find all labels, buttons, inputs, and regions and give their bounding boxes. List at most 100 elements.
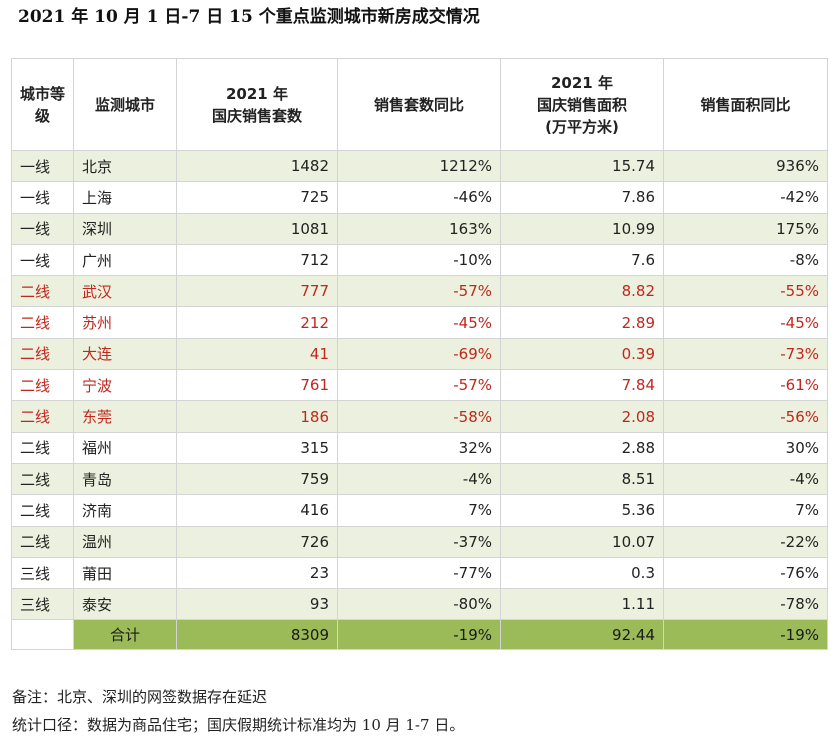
cell-area: 10.99 bbox=[500, 212, 664, 245]
cell-area-yoy: 175% bbox=[663, 212, 828, 245]
cell-tier: 二线 bbox=[11, 462, 74, 496]
cell-city: 上海 bbox=[73, 181, 177, 214]
table-row: 一线 上海 725 -46% 7.86 -42% bbox=[11, 181, 828, 214]
cell-area-yoy: 30% bbox=[663, 431, 828, 464]
cell-units-yoy: 163% bbox=[337, 212, 501, 245]
table-row: 二线 济南 416 7% 5.36 7% bbox=[11, 494, 828, 527]
cell-city: 广州 bbox=[73, 243, 177, 277]
cell-area: 0.3 bbox=[500, 556, 664, 590]
cell-tier: 二线 bbox=[11, 400, 74, 433]
cell-area: 15.74 bbox=[500, 149, 664, 183]
cell-units: 1081 bbox=[176, 212, 338, 245]
cell-city: 温州 bbox=[73, 525, 177, 558]
cell-area: 7.84 bbox=[500, 369, 664, 402]
cell-area-yoy: -45% bbox=[663, 306, 828, 339]
note-delay: 备注：北京、深圳的网签数据存在延迟 bbox=[12, 688, 268, 706]
cell-area: 8.51 bbox=[500, 462, 664, 496]
cell-city: 东莞 bbox=[73, 400, 177, 433]
cell-city: 大连 bbox=[73, 337, 177, 371]
sales-table: 城市等级 监测城市 2021 年 国庆销售套数 销售套数同比 2021 年 国庆… bbox=[11, 58, 828, 651]
cell-units: 761 bbox=[176, 369, 338, 402]
cell-city: 青岛 bbox=[73, 462, 177, 496]
table-row: 二线 福州 315 32% 2.88 30% bbox=[11, 431, 828, 464]
header-units-line1: 2021 年 bbox=[226, 84, 288, 103]
cell-area-yoy: -56% bbox=[663, 400, 828, 433]
table-row: 二线 苏州 212 -45% 2.89 -45% bbox=[11, 306, 828, 339]
cell-units: 41 bbox=[176, 337, 338, 371]
header-area-line1: 2021 年 bbox=[551, 73, 613, 92]
notes: 备注：北京、深圳的网签数据存在延迟 统计口径：数据为商品住宅；国庆假期统计标准均… bbox=[12, 683, 464, 739]
cell-units: 416 bbox=[176, 494, 338, 527]
cell-area: 7.86 bbox=[500, 181, 664, 214]
table-row: 三线 莆田 23 -77% 0.3 -76% bbox=[11, 556, 828, 590]
header-area-yoy: 销售面积同比 bbox=[663, 58, 828, 151]
cell-units-yoy: -69% bbox=[337, 337, 501, 371]
cell-area-yoy: -8% bbox=[663, 243, 828, 277]
table-row: 三线 泰安 93 -80% 1.11 -78% bbox=[11, 588, 828, 621]
cell-units: 1482 bbox=[176, 149, 338, 183]
header-area: 2021 年 国庆销售面积 (万平方米) bbox=[500, 58, 664, 151]
cell-area: 8.82 bbox=[500, 275, 664, 308]
table-row: 二线 武汉 777 -57% 8.82 -55% bbox=[11, 275, 828, 308]
cell-area-yoy: -78% bbox=[663, 588, 828, 621]
cell-units-yoy: -45% bbox=[337, 306, 501, 339]
cell-area: 2.89 bbox=[500, 306, 664, 339]
cell-units-yoy: 7% bbox=[337, 494, 501, 527]
cell-area-yoy: -55% bbox=[663, 275, 828, 308]
cell-tier: 二线 bbox=[11, 431, 74, 464]
cell-area: 1.11 bbox=[500, 588, 664, 621]
cell-city: 济南 bbox=[73, 494, 177, 527]
cell-city: 深圳 bbox=[73, 212, 177, 245]
header-units-yoy: 销售套数同比 bbox=[337, 58, 501, 151]
header-units-line2: 国庆销售套数 bbox=[211, 106, 302, 125]
cell-area-yoy: -4% bbox=[663, 462, 828, 496]
cell-city: 福州 bbox=[73, 431, 177, 464]
total-area-yoy: -19% bbox=[663, 619, 828, 651]
cell-units: 212 bbox=[176, 306, 338, 339]
header-city: 监测城市 bbox=[73, 58, 177, 151]
cell-tier: 一线 bbox=[11, 181, 74, 214]
cell-area-yoy: 936% bbox=[663, 149, 828, 183]
cell-units-yoy: -57% bbox=[337, 275, 501, 308]
cell-city: 泰安 bbox=[73, 588, 177, 621]
cell-tier: 二线 bbox=[11, 275, 74, 308]
total-blank-cell bbox=[11, 619, 74, 651]
cell-area: 5.36 bbox=[500, 494, 664, 527]
total-units: 8309 bbox=[176, 619, 338, 651]
cell-area-yoy: -73% bbox=[663, 337, 828, 371]
header-area-line2: 国庆销售面积 bbox=[536, 95, 627, 114]
cell-tier: 一线 bbox=[11, 243, 74, 277]
cell-units: 93 bbox=[176, 588, 338, 621]
cell-area-yoy: -61% bbox=[663, 369, 828, 402]
table-body: 一线 北京 1482 1212% 15.74 936% 一线 上海 725 -46% 7.86 -42… bbox=[11, 149, 828, 621]
cell-tier: 一线 bbox=[11, 149, 74, 183]
cell-tier: 二线 bbox=[11, 525, 74, 558]
cell-units-yoy: 1212% bbox=[337, 149, 501, 183]
cell-units-yoy: -58% bbox=[337, 400, 501, 433]
cell-tier: 二线 bbox=[11, 306, 74, 339]
cell-area-yoy: -76% bbox=[663, 556, 828, 590]
cell-units-yoy: -37% bbox=[337, 525, 501, 558]
table-row: 一线 广州 712 -10% 7.6 -8% bbox=[11, 243, 828, 277]
cell-units: 186 bbox=[176, 400, 338, 433]
cell-tier: 二线 bbox=[11, 494, 74, 527]
cell-city: 武汉 bbox=[73, 275, 177, 308]
table-row: 二线 温州 726 -37% 10.07 -22% bbox=[11, 525, 828, 558]
cell-tier: 三线 bbox=[11, 556, 74, 590]
cell-area-yoy: -22% bbox=[663, 525, 828, 558]
header-tier: 城市等级 bbox=[11, 58, 74, 151]
cell-tier: 二线 bbox=[11, 337, 74, 371]
cell-area: 0.39 bbox=[500, 337, 664, 371]
cell-city: 莆田 bbox=[73, 556, 177, 590]
table-row: 二线 宁波 761 -57% 7.84 -61% bbox=[11, 369, 828, 402]
cell-units-yoy: -77% bbox=[337, 556, 501, 590]
cell-city: 宁波 bbox=[73, 369, 177, 402]
note-scope: 统计口径：数据为商品住宅；国庆假期统计标准均为 10 月 1-7 日。 bbox=[12, 716, 465, 734]
cell-area: 2.08 bbox=[500, 400, 664, 433]
cell-area: 7.6 bbox=[500, 243, 664, 277]
table-row: 一线 北京 1482 1212% 15.74 936% bbox=[11, 149, 828, 183]
cell-city: 苏州 bbox=[73, 306, 177, 339]
total-area: 92.44 bbox=[500, 619, 664, 651]
header-area-line3: (万平方米) bbox=[545, 117, 619, 136]
header-units: 2021 年 国庆销售套数 bbox=[176, 58, 338, 151]
